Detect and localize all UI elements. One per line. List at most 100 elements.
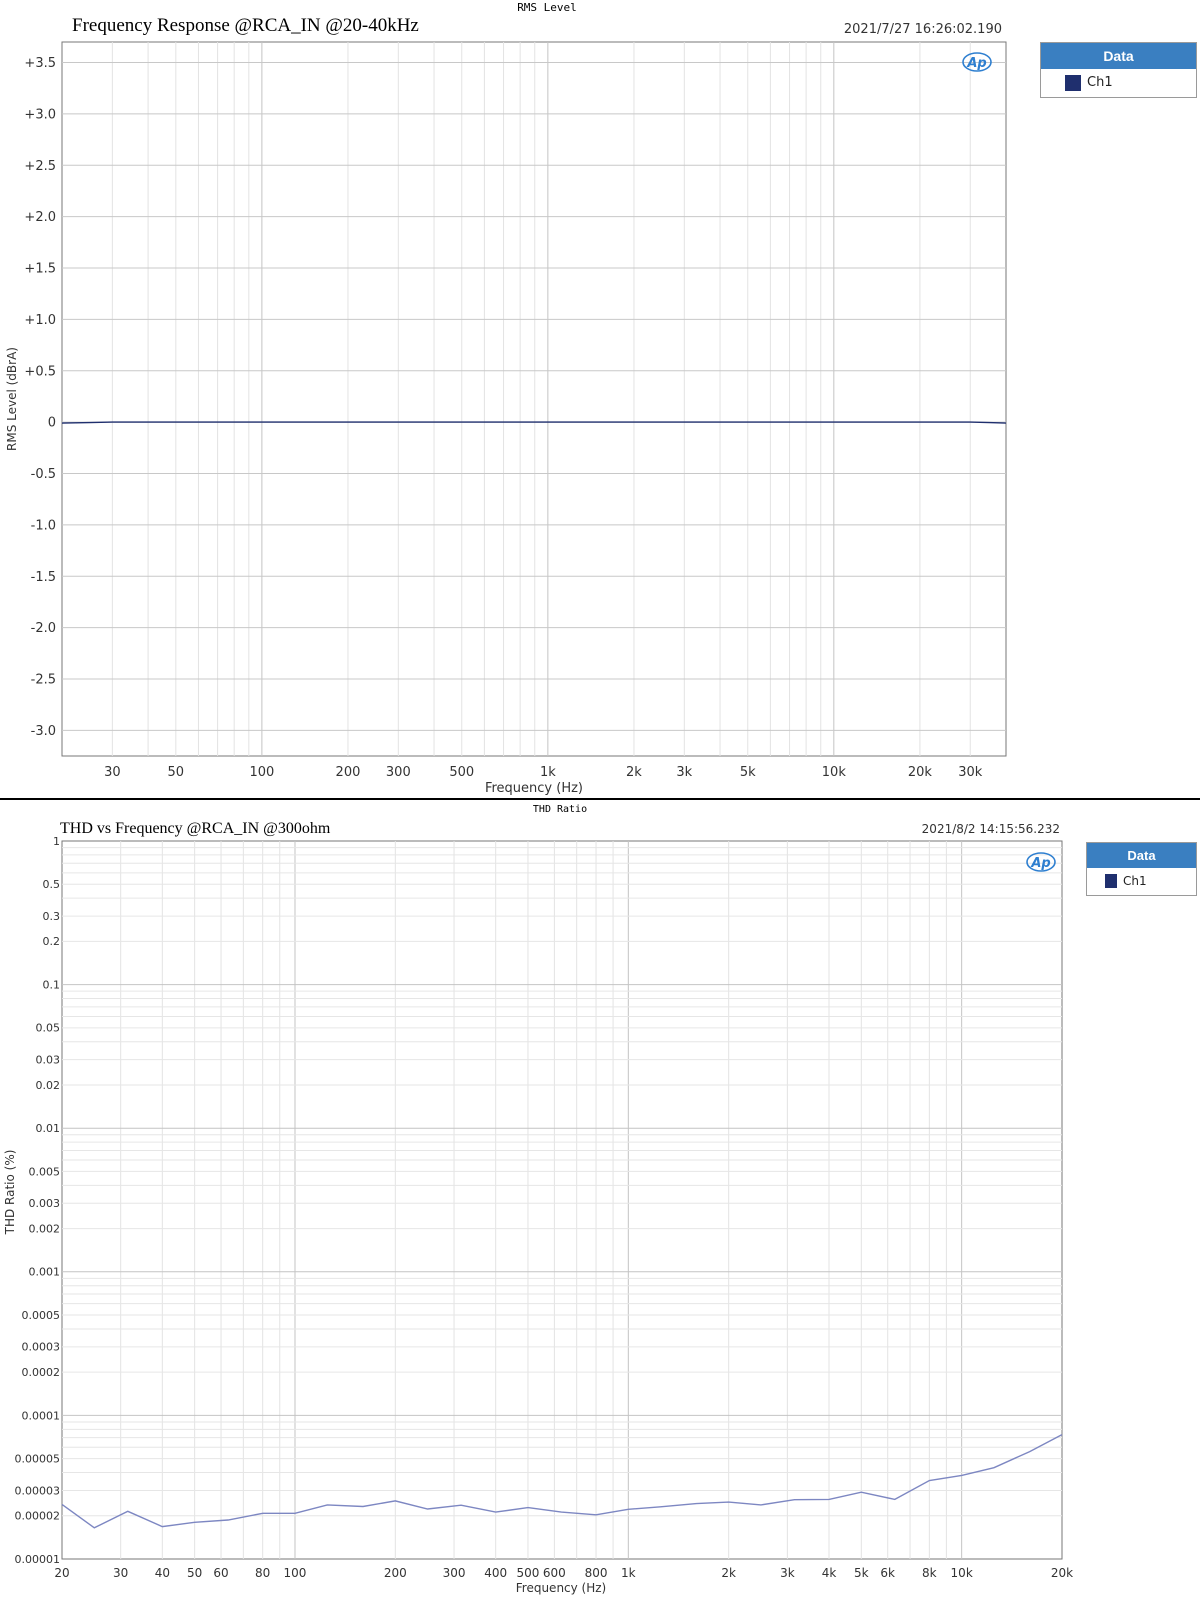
y-tick-label: 0.00003: [15, 1484, 61, 1497]
chart-title: THD vs Frequency @RCA_IN @300ohm: [60, 820, 331, 837]
ap-logo: Ap: [962, 52, 992, 72]
y-tick-label: +3.5: [24, 56, 56, 71]
y-tick-label: -1.0: [31, 518, 56, 533]
y-tick-label: 0: [48, 416, 56, 431]
x-tick-label: 200: [336, 765, 361, 780]
x-tick-label: 500: [449, 765, 474, 780]
x-tick-label: 100: [249, 765, 274, 780]
legend: Data Ch1: [1040, 42, 1197, 98]
x-tick-label: 300: [443, 1566, 466, 1580]
legend-label: Ch1: [1123, 874, 1147, 888]
x-tick-label: 4k: [822, 1566, 837, 1580]
legend-title: Data: [1041, 43, 1196, 69]
chart-header: THD Ratio: [533, 804, 587, 815]
legend-item-ch1[interactable]: Ch1: [1087, 868, 1196, 894]
x-tick-label: 20k: [908, 765, 933, 780]
y-tick-label: -1.5: [31, 570, 56, 585]
y-tick-label: 0.05: [36, 1022, 61, 1035]
x-tick-label: 5k: [854, 1566, 869, 1580]
panel-divider: [0, 798, 1200, 801]
y-tick-label: 0.002: [29, 1222, 61, 1235]
x-tick-label: 300: [386, 765, 411, 780]
y-tick-label: 0.00002: [15, 1510, 61, 1523]
y-tick-labels: 1 0.5 0.3 0.2 0.1 0.05 0.03 0.02 0.01 0.005 0.003 0…: [15, 835, 61, 1566]
y-tick-label: 0.00005: [15, 1452, 61, 1465]
x-tick-label: 200: [384, 1566, 407, 1580]
legend-swatch: [1105, 874, 1117, 888]
thd-chart: THD Ratio THD vs Frequency @RCA_IN @300o…: [3, 804, 1073, 1595]
x-axis-label: Frequency (Hz): [485, 781, 583, 796]
y-tick-label: +1.5: [24, 262, 56, 277]
y-tick-label: 1: [53, 835, 60, 848]
y-tick-label: 0.5: [43, 878, 61, 891]
plot-area: [61, 840, 1063, 1560]
x-tick-label: 10k: [822, 765, 847, 780]
y-tick-label: 0.01: [36, 1122, 61, 1135]
x-tick-label: 40: [155, 1566, 170, 1580]
x-tick-labels: 30 50 100 200 300 500 1k 2k 3k 5k 10k 20k 30k: [104, 765, 983, 780]
series-layer: [61, 1433, 1063, 1529]
x-tick-label: 400: [484, 1566, 507, 1580]
x-tick-label: 8k: [922, 1566, 937, 1580]
y-tick-label: 0.0001: [22, 1409, 61, 1422]
frequency-response-chart: RMS Level Frequency Response @RCA_IN @20…: [5, 1, 1007, 796]
y-tick-label: +0.5: [24, 364, 56, 379]
y-tick-label: 0.001: [29, 1266, 61, 1279]
y-tick-label: 0.005: [29, 1165, 61, 1178]
x-tick-label: 2k: [626, 765, 642, 780]
x-tick-label: 5k: [740, 765, 756, 780]
y-tick-label: 0.1: [43, 978, 61, 991]
y-tick-label: 0.003: [29, 1197, 61, 1210]
y-tick-label: 0.0003: [22, 1341, 61, 1354]
ap-logo-text: Ap: [1030, 856, 1050, 871]
x-tick-label: 50: [187, 1566, 202, 1580]
x-tick-label: 30: [113, 1566, 128, 1580]
x-tick-label: 800: [585, 1566, 608, 1580]
y-axis-label: THD Ratio (%): [3, 1150, 17, 1236]
y-tick-label: +3.0: [24, 107, 56, 122]
chart-timestamp: 2021/7/27 16:26:02.190: [844, 22, 1002, 37]
x-axis-label: Frequency (Hz): [516, 1581, 607, 1595]
x-tick-label: 80: [255, 1566, 270, 1580]
y-tick-label: 0.00001: [15, 1553, 61, 1566]
x-tick-label: 50: [168, 765, 185, 780]
y-tick-label: +2.0: [24, 210, 56, 225]
legend-label: Ch1: [1087, 75, 1113, 90]
y-tick-label: 0.2: [43, 935, 61, 948]
plot-area: [61, 41, 1007, 757]
y-tick-label: -2.0: [31, 621, 56, 636]
y-tick-label: -2.5: [31, 672, 56, 687]
thd-panel: THD Ratio THD vs Frequency @RCA_IN @300o…: [0, 800, 1200, 1600]
y-tick-label: 0.0002: [22, 1366, 61, 1379]
x-tick-labels: 20 30 40 50 60 80 100 200 300 400 500 600 800 1k 2k 3k 4…: [54, 1566, 1073, 1580]
x-tick-label: 30k: [958, 765, 983, 780]
x-tick-label: 30: [104, 765, 121, 780]
series-layer: [61, 421, 1007, 424]
series-line-ch1: [61, 421, 1007, 424]
y-tick-label: 0.3: [43, 910, 61, 923]
y-tick-label: +1.0: [24, 313, 56, 328]
ap-logo: Ap: [1026, 852, 1056, 872]
y-tick-label: 0.0005: [22, 1309, 61, 1322]
chart-title: Frequency Response @RCA_IN @20-40kHz: [72, 15, 419, 36]
chart-header: RMS Level: [517, 1, 577, 14]
ap-logo-text: Ap: [966, 56, 986, 71]
legend-swatch: [1065, 74, 1081, 91]
x-tick-label: 600: [543, 1566, 566, 1580]
chart-timestamp: 2021/8/2 14:15:56.232: [922, 822, 1060, 836]
x-tick-label: 3k: [676, 765, 692, 780]
legend-item-ch1[interactable]: Ch1: [1041, 69, 1196, 96]
y-tick-label: 0.03: [36, 1054, 61, 1067]
x-tick-label: 20k: [1051, 1566, 1073, 1580]
grid: [62, 42, 1006, 756]
x-tick-label: 60: [213, 1566, 228, 1580]
y-axis-label: RMS Level (dBrA): [5, 347, 19, 451]
series-line-ch1: [61, 1433, 1063, 1529]
y-tick-labels: +3.5 +3.0 +2.5 +2.0 +1.5 +1.0 +0.5 0 -0.5 -1.0 -1.…: [24, 56, 56, 739]
x-tick-label: 20: [54, 1566, 69, 1580]
legend: Data Ch1: [1086, 842, 1197, 896]
x-tick-label: 2k: [721, 1566, 736, 1580]
x-tick-label: 100: [284, 1566, 307, 1580]
grid: [62, 841, 1062, 1559]
legend-title: Data: [1087, 843, 1196, 868]
